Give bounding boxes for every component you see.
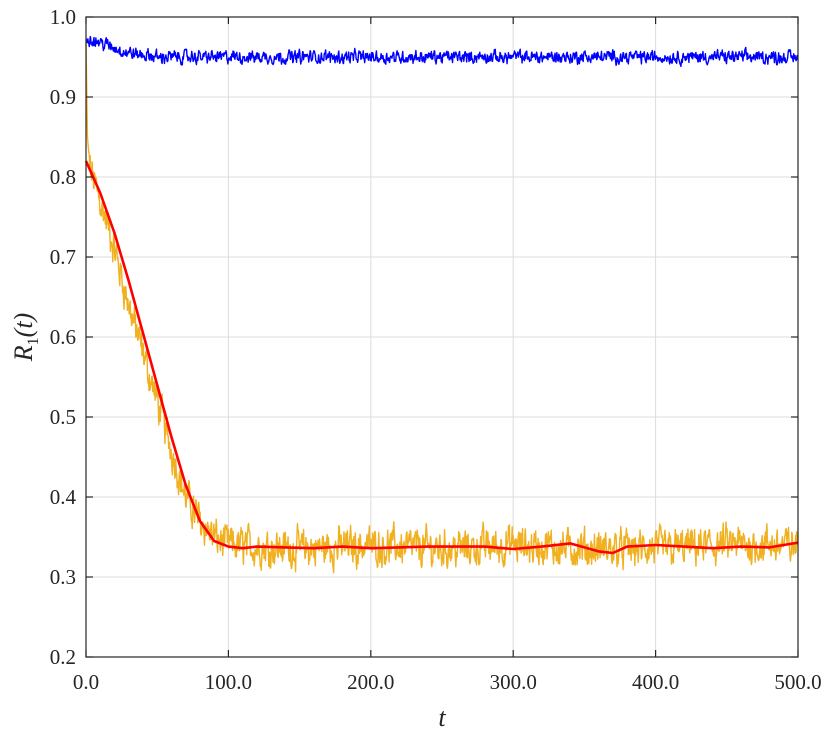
y-tick-label: 0.5	[50, 405, 76, 429]
x-tick-label: 500.0	[774, 670, 821, 694]
series-layer	[84, 35, 799, 574]
tick-marks	[85, 16, 799, 658]
y-tick-label: 0.9	[50, 85, 76, 109]
series-line-2	[85, 35, 799, 68]
y-tick-label: 0.4	[50, 485, 77, 509]
y-axis-label: R1(t)	[9, 313, 42, 362]
x-tick-label: 200.0	[347, 670, 394, 694]
y-tick-label: 0.6	[50, 325, 76, 349]
y-tick-label: 0.8	[50, 165, 76, 189]
y-tick-labels: 0.2 0.3 0.4 0.5 0.6 0.7 0.8 0.9 1.0	[50, 5, 77, 669]
y-tick-label: 0.3	[50, 565, 76, 589]
y-tick-label: 0.7	[50, 245, 76, 269]
x-tick-labels: 0.0 100.0 200.0 300.0 400.0 500.0	[73, 670, 822, 694]
x-axis-label: t	[438, 703, 446, 732]
x-tick-label: 300.0	[490, 670, 537, 694]
x-tick-label: 100.0	[205, 670, 252, 694]
grid-lines	[86, 17, 798, 657]
y-tick-label: 1.0	[50, 5, 76, 29]
x-tick-label: 400.0	[632, 670, 679, 694]
series-line-0	[85, 40, 799, 574]
y-tick-label: 0.2	[50, 645, 76, 669]
series-line-1	[84, 160, 799, 555]
x-tick-label: 0.0	[73, 670, 99, 694]
